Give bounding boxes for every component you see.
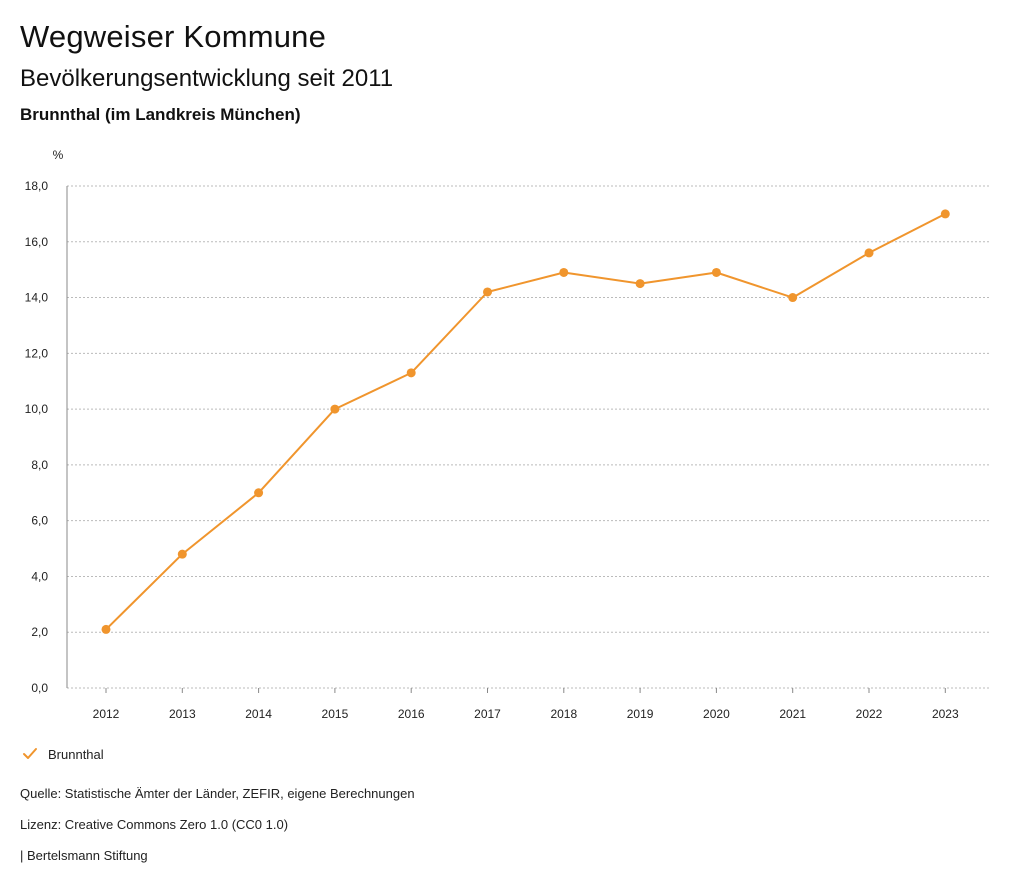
data-point [711,267,721,277]
x-tick-label: 2020 [703,707,730,721]
x-tick-label: 2016 [398,707,425,721]
data-point [864,248,874,258]
data-point [177,549,187,559]
y-tick-label: 6,0 [31,514,48,528]
data-point [940,209,950,219]
y-tick-label: 14,0 [25,291,49,305]
grid-layer [67,185,991,689]
x-tick-label: 2019 [627,707,654,721]
series-line [105,213,946,631]
source-text: Quelle: Statistische Ämter der Länder, Z… [20,786,415,801]
x-tick-label: 2018 [550,707,577,721]
data-point [483,287,492,297]
data-point [788,293,798,303]
page-title: Wegweiser Kommune [20,19,327,54]
y-tick-label: 18,0 [25,179,49,193]
series-layer [101,209,950,634]
y-tick-label: 8,0 [31,458,48,472]
x-tick-label: 2014 [245,707,272,721]
x-tick-label: 2022 [856,707,883,721]
y-tick-label: 10,0 [25,402,49,416]
data-point [330,404,340,414]
y-tick-label: 12,0 [25,346,49,360]
license-text: Lizenz: Creative Commons Zero 1.0 (CC0 1… [20,817,289,832]
y-tick-label: 2,0 [31,625,48,639]
chart-subtitle: Bevölkerungsentwicklung seit 2011 [20,65,394,92]
x-tick-label: 2021 [779,707,806,721]
x-tick-label: 2015 [322,707,349,721]
y-tick-label: 16,0 [25,235,49,249]
x-tick-label: 2012 [93,707,120,721]
y-axis-unit-label: % [53,148,64,162]
legend-label: Brunnthal [48,746,104,762]
data-point [559,267,569,277]
data-point [406,368,416,378]
x-tick-label: 2017 [474,707,501,721]
region-label: Brunnthal (im Landkreis München) [20,105,301,124]
data-point [254,488,264,498]
data-point [101,624,111,634]
line-chart: 0,0 2,0 4,0 6,0 8,0 10,0 12,0 14,0 16,0 18,0 2012 2… [25,148,991,721]
x-tick-label: 2023 [932,707,959,721]
publisher-text: | Bertelsmann Stiftung [20,848,148,863]
y-tick-label: 4,0 [31,569,48,583]
data-point [635,279,645,289]
y-tick-label: 0,0 [31,681,48,695]
check-icon [23,748,37,759]
legend[interactable]: Brunnthal [22,744,104,764]
x-tick-label: 2013 [169,707,196,721]
axis-layer: 0,0 2,0 4,0 6,0 8,0 10,0 12,0 14,0 16,0 18,0 2012 2… [25,179,959,721]
